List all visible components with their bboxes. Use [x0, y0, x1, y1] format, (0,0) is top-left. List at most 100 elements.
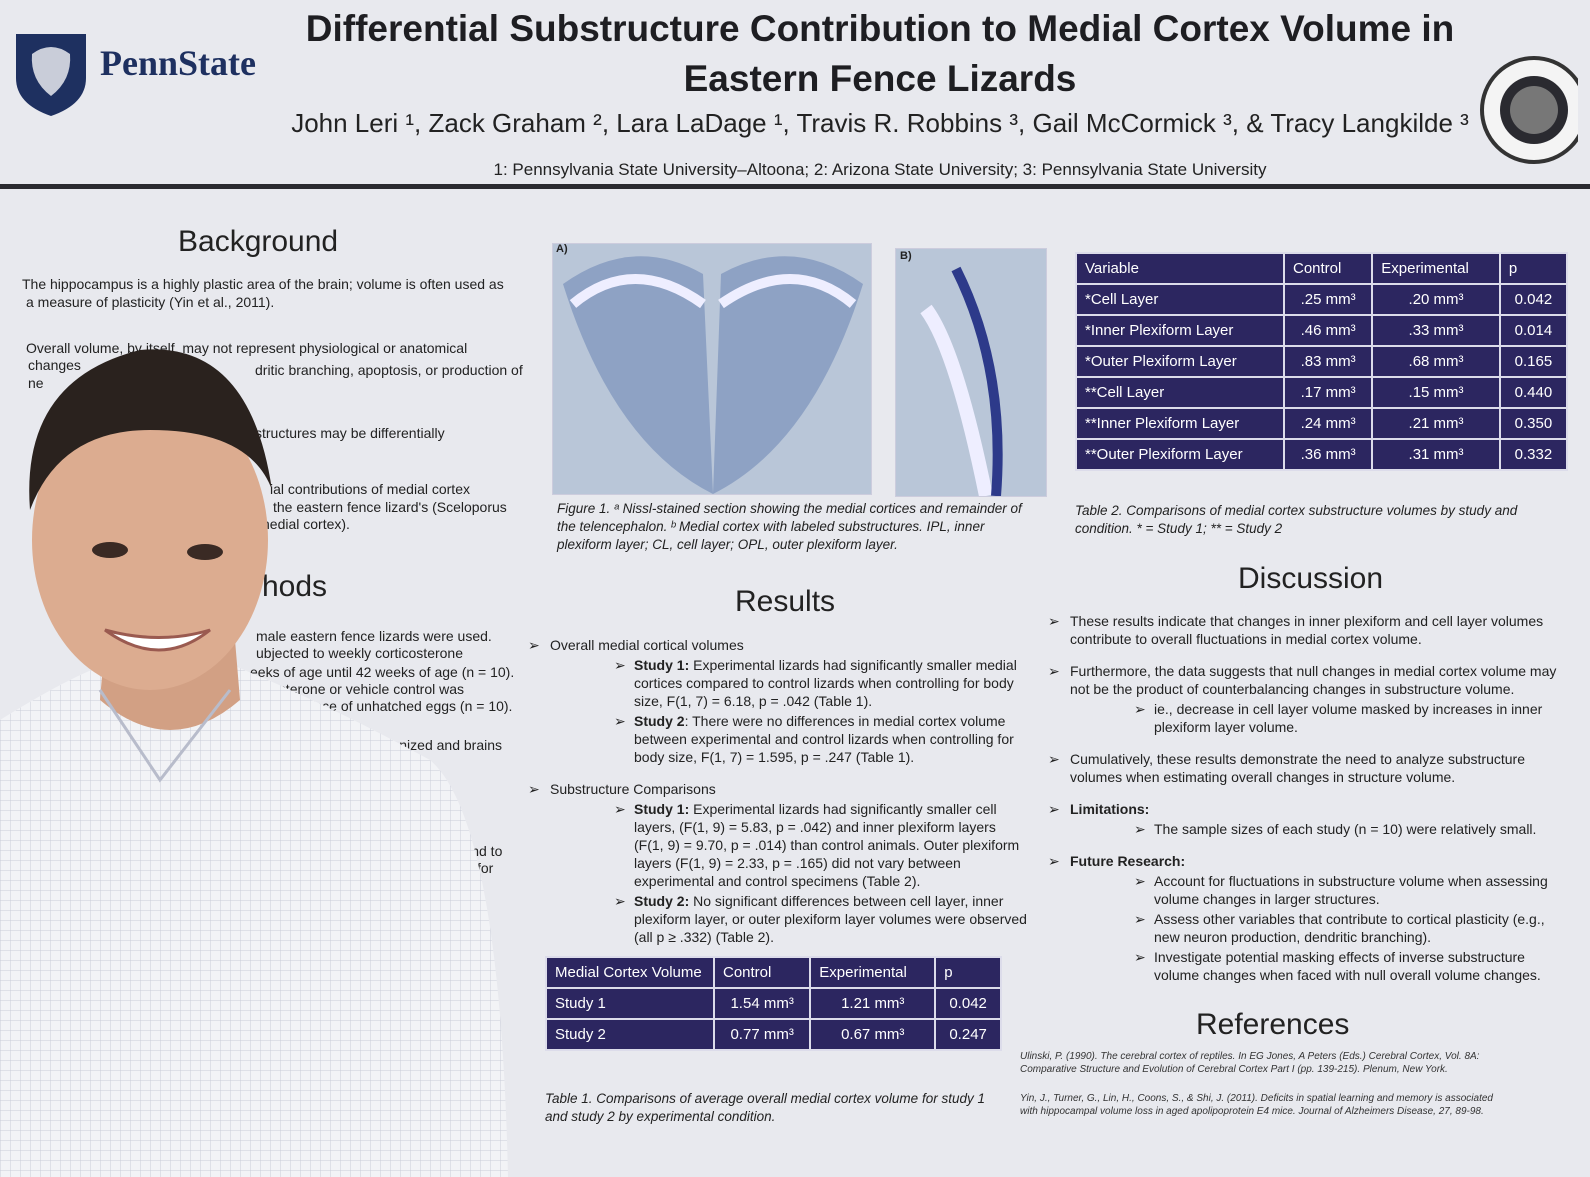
- table-cell: .83 mm³: [1282, 345, 1374, 378]
- text-fragment: male eastern fence lizards were used.: [256, 628, 492, 644]
- text-fragment: structures may be differentially: [255, 425, 445, 441]
- text-fragment: a measure of plasticity (Yin et al., 201…: [26, 294, 275, 310]
- table-cell: .15 mm³: [1371, 376, 1501, 409]
- figure-image-b: [895, 248, 1047, 497]
- table-cell: .21 mm³: [1371, 407, 1501, 440]
- results-list: Overall medial cortical volumes Study 1: …: [528, 636, 1028, 960]
- bullet-text: Limitations:: [1070, 801, 1150, 817]
- reference: Yin, J., Turner, G., Lin, H., Coons, S.,…: [1020, 1093, 1493, 1117]
- text-fragment: ne: [28, 375, 44, 391]
- table-cell: 0.77 mm³: [712, 1018, 812, 1051]
- table-cell: 1.21 mm³: [809, 987, 937, 1020]
- sub-bullet-label: Study 2: [634, 713, 685, 729]
- figure-label: B): [900, 250, 912, 262]
- table-row: *Cell Layer .25 mm³ .20 mm³ 0.042: [1075, 283, 1569, 316]
- table-cell: Study 2: [545, 1018, 715, 1051]
- bullet-item: Future Research: Account for fluctuations…: [1048, 852, 1558, 984]
- section-heading: Results: [735, 585, 836, 618]
- bullet-item: Overall medial cortical volumes Study 1: …: [528, 636, 1028, 766]
- column-header: p: [1498, 252, 1569, 285]
- sub-bullet-text: Investigate potential masking effects of…: [1154, 949, 1541, 983]
- section-heading: Background: [178, 225, 339, 258]
- table-cell: 0.042: [1498, 283, 1569, 316]
- table-cell: 0.165: [1498, 345, 1569, 378]
- table-cell: 0.67 mm³: [809, 1018, 937, 1051]
- column-header: Medial Cortex Volume: [545, 956, 715, 989]
- sub-bullet: Study 1: Experimental lizards had signif…: [550, 656, 1028, 710]
- table-cell: 1.54 mm³: [712, 987, 812, 1020]
- column-header: Control: [712, 956, 812, 989]
- table-cell: .25 mm³: [1282, 283, 1374, 316]
- table-cell: **Inner Plexiform Layer: [1075, 407, 1285, 440]
- sub-bullet-text: Experimental lizards had significantly s…: [634, 657, 1017, 709]
- table-row: *Outer Plexiform Layer .83 mm³ .68 mm³ 0.16…: [1075, 345, 1569, 378]
- sub-bullet-text: : There were no differences in medial co…: [634, 713, 1014, 765]
- bullet-text: Overall medial cortical volumes: [550, 637, 744, 653]
- table-cell: 0.350: [1498, 407, 1569, 440]
- text-fragment: for: [477, 860, 494, 876]
- bullet-item: Limitations:The sample sizes of each stu…: [1048, 800, 1558, 838]
- table-cell: 0.440: [1498, 376, 1569, 409]
- table-row: **Cell Layer .17 mm³ .15 mm³ 0.440: [1075, 376, 1569, 409]
- header-row: Medial Cortex Volume Control Experimental p: [545, 956, 1002, 989]
- sub-bullet-text: Experimental lizards had significantly s…: [634, 801, 1020, 889]
- text-fragment: eeks of age until 42 weeks of age (n = 1…: [250, 664, 515, 680]
- table-cell: **Cell Layer: [1075, 376, 1285, 409]
- bullet-text: Substructure Comparisons: [550, 781, 716, 797]
- table-cell: .46 mm³: [1282, 314, 1374, 347]
- table-2: Variable Control Experimental p *Cell Layer.…: [1075, 252, 1569, 471]
- table-cell: *Outer Plexiform Layer: [1075, 345, 1285, 378]
- authors: John Leri ¹, Zack Graham ², Lara LaDage …: [291, 108, 1469, 138]
- sub-bullet-text: No significant differences between cell …: [634, 893, 1027, 945]
- bullet-text: These results indicate that changes in i…: [1070, 613, 1544, 647]
- table-cell: .68 mm³: [1371, 345, 1501, 378]
- table-cell: .36 mm³: [1282, 438, 1374, 471]
- table-caption: Table 2. Comparisons of medial cortex su…: [1075, 503, 1518, 536]
- bullet-item: These results indicate that changes in i…: [1048, 612, 1558, 648]
- text-fragment: nedial cortex).: [262, 516, 350, 532]
- column-header: Experimental: [1371, 252, 1501, 285]
- text-fragment: dritic branching, apoptosis, or producti…: [255, 362, 523, 378]
- sub-bullet-label: Study 2:: [634, 893, 690, 909]
- university-seal: [1480, 56, 1578, 164]
- text-fragment: ial contributions of medial cortex: [270, 481, 470, 497]
- table-cell: .24 mm³: [1282, 407, 1374, 440]
- table-cell: 0.014: [1498, 314, 1569, 347]
- table-row: *Inner Plexiform Layer .46 mm³ .33 mm³ 0.01…: [1075, 314, 1569, 347]
- sub-bullet: Account for fluctuations in substructure…: [1070, 872, 1558, 908]
- table-cell: 0.332: [1498, 438, 1569, 471]
- section-heading: References: [1196, 1008, 1350, 1041]
- sub-bullet-text: Assess other variables that contribute t…: [1154, 911, 1545, 945]
- bullet-text: Cumulatively, these results demonstrate …: [1070, 751, 1525, 785]
- table-1: Medial Cortex Volume Control Experimental p…: [545, 956, 1002, 1051]
- sub-bullet-label: Study 1:: [634, 657, 690, 673]
- text-fragment: changes: [28, 357, 81, 373]
- table-cell: *Cell Layer: [1075, 283, 1285, 316]
- figure-caption: Figure 1. ᵃ Nissl-stained section showin…: [557, 501, 1022, 552]
- sub-bullet: Study 2: No significant differences betw…: [550, 892, 1028, 946]
- bullet-text: Future Research:: [1070, 853, 1186, 869]
- sub-bullet-text: ie., decrease in cell layer volume maske…: [1154, 701, 1543, 735]
- table-row: **Inner Plexiform Layer .24 mm³ .21 mm³ 0.3…: [1075, 407, 1569, 440]
- text-fragment: the eastern fence lizard's (Sceloporus: [273, 499, 507, 515]
- sub-bullet-label: Study 1:: [634, 801, 690, 817]
- table-caption: Table 1. Comparisons of average overall …: [545, 1091, 985, 1124]
- table-cell: .33 mm³: [1371, 314, 1501, 347]
- sub-bullet: Assess other variables that contribute t…: [1070, 910, 1558, 946]
- brand-name: PennState: [100, 43, 256, 83]
- affiliations: 1: Pennsylvania State University–Altoona…: [493, 160, 1267, 179]
- table-row: **Outer Plexiform Layer .36 mm³ .31 mm³ 0.3…: [1075, 438, 1569, 471]
- figure-image-a: [552, 243, 872, 495]
- bullet-item: Substructure Comparisons Study 1: Experim…: [528, 780, 1028, 946]
- column-header: Variable: [1075, 252, 1285, 285]
- sub-bullet: Study 2: There were no differences in me…: [550, 712, 1028, 766]
- text-fragment: The hippocampus is a highly plastic area…: [22, 276, 504, 292]
- table-cell: .31 mm³: [1371, 438, 1501, 471]
- figure-label: A): [556, 243, 568, 255]
- discussion-list: These results indicate that changes in i…: [1048, 612, 1558, 998]
- bullet-item: Furthermore, the data suggests that null…: [1048, 662, 1558, 736]
- sub-bullet: ie., decrease in cell layer volume maske…: [1070, 700, 1558, 736]
- table-cell: *Inner Plexiform Layer: [1075, 314, 1285, 347]
